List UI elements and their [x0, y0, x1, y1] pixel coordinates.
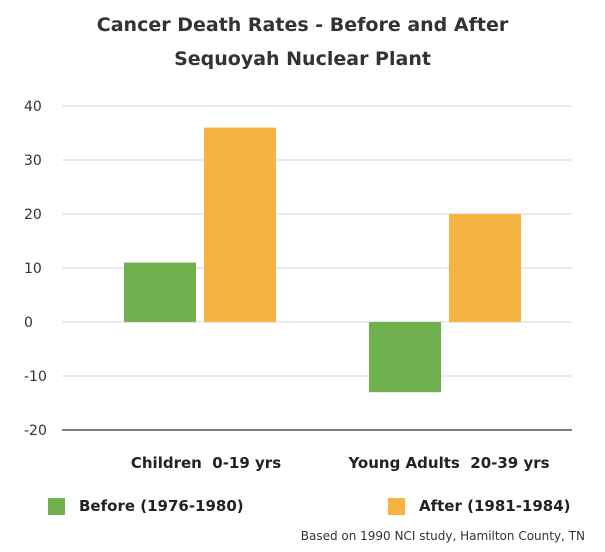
chart-subtitle: Sequoyah Nuclear Plant — [174, 48, 431, 70]
x-category-label: Children 0-19 yrs — [131, 454, 281, 472]
y-tick-label: 40 — [24, 99, 42, 115]
legend-swatch-after — [388, 497, 405, 515]
bar-after-1 — [449, 214, 521, 322]
bar-chart: 40 30 20 10 0 -10 -20 Children 0-19 yrs Young Ad… — [24, 99, 572, 472]
legend-swatch-before — [48, 497, 65, 515]
y-tick-label: 0 — [24, 315, 33, 331]
bar-after-0 — [204, 127, 276, 322]
bar-before-0 — [124, 262, 196, 322]
legend-label-after: After (1981-1984) — [419, 497, 571, 515]
y-tick-label: 20 — [24, 207, 42, 223]
legend-item-after: After (1981-1984) — [388, 497, 571, 515]
source-note: Based on 1990 NCI study, Hamilton County… — [300, 529, 585, 543]
bar-before-1 — [369, 322, 441, 393]
legend-item-before: Before (1976-1980) — [48, 497, 244, 515]
chart-title: Cancer Death Rates - Before and After — [96, 14, 509, 36]
x-category-label: Young Adults 20-39 yrs — [347, 454, 549, 472]
y-tick-label: -20 — [24, 423, 47, 439]
y-tick-label: -10 — [24, 369, 47, 385]
y-tick-label: 30 — [24, 153, 42, 169]
legend-label-before: Before (1976-1980) — [79, 497, 244, 515]
y-tick-label: 10 — [24, 261, 42, 277]
